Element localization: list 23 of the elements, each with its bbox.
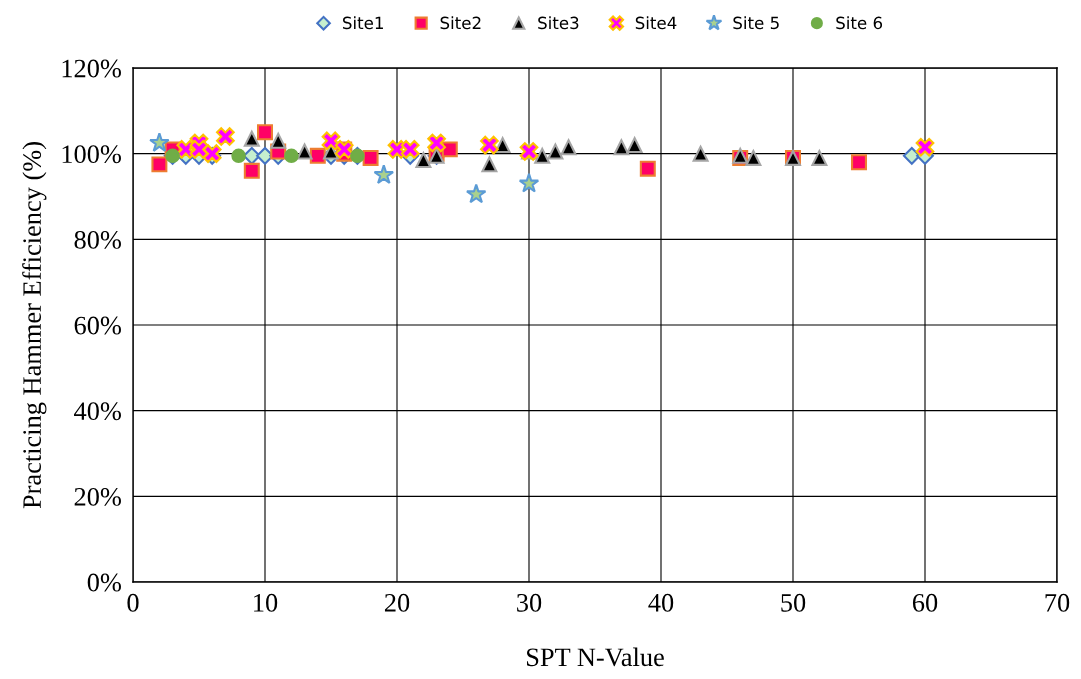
y-axis-title: Practicing Hammer Efficiency (%) xyxy=(22,142,47,509)
x-tick-label: 50 xyxy=(781,593,806,612)
y-tick-label: 0% xyxy=(87,573,121,592)
x-axis-title: SPT N-Value xyxy=(527,647,664,667)
y-tick-label: 20% xyxy=(74,487,121,506)
y-tick-label: 40% xyxy=(74,402,121,421)
legend-label: Site2 xyxy=(440,16,481,30)
y-tick-label: 80% xyxy=(74,230,121,249)
x-tick-label: 20 xyxy=(384,593,410,612)
legend-label: Site 5 xyxy=(733,16,779,30)
x-tick-label: 10 xyxy=(254,593,278,612)
y-tick-label: 120% xyxy=(62,59,121,78)
x-tick-label: 30 xyxy=(517,593,542,612)
y-tick-label: 100% xyxy=(62,145,121,164)
legend-label: Site 6 xyxy=(836,16,883,30)
x-tick-label: 70 xyxy=(1045,593,1070,612)
legend-label: Site4 xyxy=(635,16,677,30)
x-tick-label: 0 xyxy=(127,593,139,612)
legend-label: Site1 xyxy=(342,16,383,30)
legend-label: Site3 xyxy=(538,16,579,30)
y-tick-label: 60% xyxy=(74,316,121,335)
x-tick-label: 60 xyxy=(912,593,938,612)
x-tick-label: 40 xyxy=(648,593,674,612)
